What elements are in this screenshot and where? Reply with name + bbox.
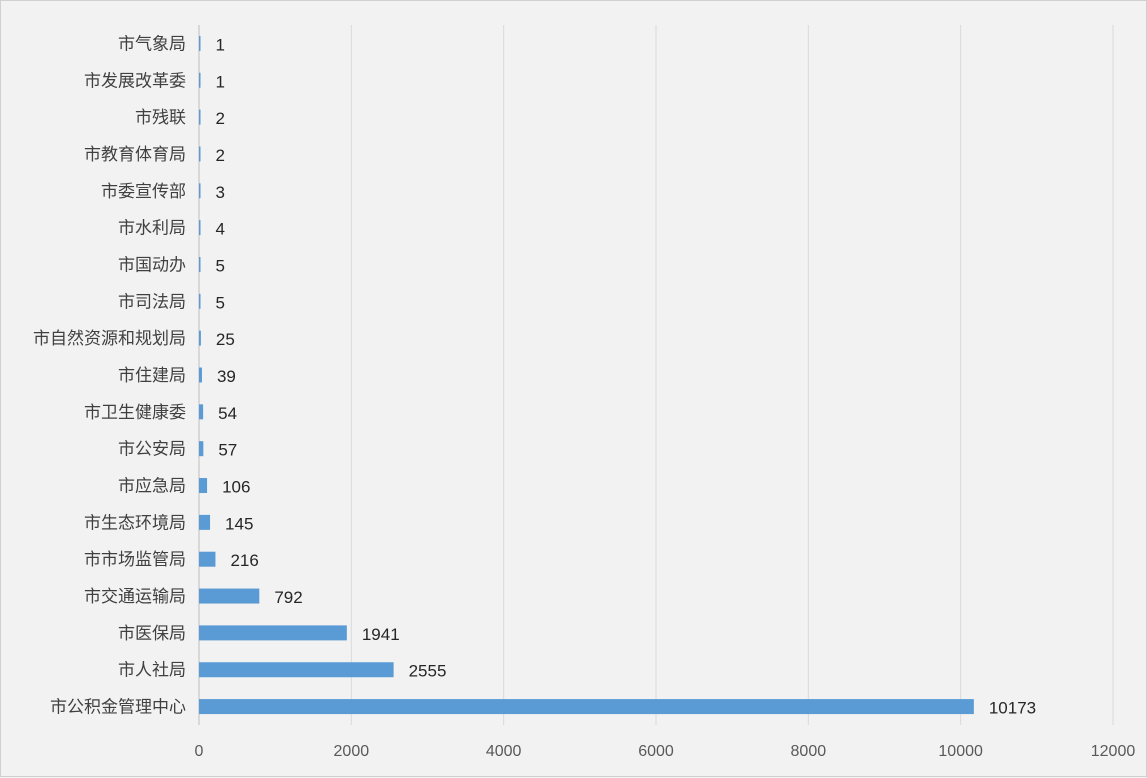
- category-label: 市水利局: [118, 219, 186, 239]
- category-label: 市国动办: [118, 255, 186, 275]
- bar: [199, 293, 201, 309]
- bar: [199, 551, 216, 567]
- x-tick-label: 8000: [791, 743, 827, 760]
- bar: [199, 662, 394, 678]
- x-tick-label: 0: [195, 743, 204, 760]
- x-tick-label: 4000: [486, 743, 522, 760]
- data-label: 2: [216, 146, 225, 165]
- bar: [199, 441, 204, 457]
- data-label: 5: [216, 256, 225, 275]
- category-label: 市生态环境局: [84, 513, 186, 533]
- category-label: 市交通运输局: [84, 587, 186, 607]
- bar: [199, 625, 347, 641]
- data-label: 1: [216, 35, 225, 54]
- data-label: 1: [216, 72, 225, 91]
- category-label: 市委宣传部: [101, 182, 186, 202]
- category-label: 市应急局: [118, 477, 186, 497]
- category-label: 市医保局: [118, 624, 186, 644]
- data-label: 39: [217, 367, 236, 386]
- bar: [199, 699, 974, 715]
- data-label: 145: [225, 514, 253, 533]
- category-label: 市气象局: [118, 34, 186, 54]
- data-label: 1941: [362, 625, 400, 644]
- data-label: 5: [216, 293, 225, 312]
- category-label: 市司法局: [118, 292, 186, 312]
- category-label: 市住建局: [118, 366, 186, 386]
- category-label: 市人社局: [118, 661, 186, 681]
- bar: [199, 35, 201, 51]
- bar: [199, 588, 260, 604]
- data-label: 216: [230, 551, 258, 570]
- bar: [199, 367, 202, 383]
- bar: [199, 109, 201, 125]
- category-label: 市公积金管理中心: [50, 698, 186, 718]
- data-label: 10173: [989, 699, 1036, 718]
- bar: [199, 72, 201, 88]
- category-label: 市残联: [135, 108, 186, 128]
- category-label: 市市场监管局: [84, 550, 186, 570]
- x-tick-label: 6000: [638, 743, 674, 760]
- data-label: 2555: [409, 662, 447, 681]
- bar: [199, 478, 208, 494]
- data-label: 54: [218, 404, 237, 423]
- data-label: 106: [222, 478, 250, 497]
- x-tick-label: 2000: [334, 743, 370, 760]
- data-label: 3: [216, 183, 225, 202]
- bar: [199, 330, 201, 346]
- bar: [199, 146, 201, 162]
- data-label: 792: [274, 588, 302, 607]
- data-label: 4: [216, 220, 225, 239]
- bar: [199, 514, 211, 530]
- data-label: 2: [216, 109, 225, 128]
- category-label: 市卫生健康委: [84, 403, 186, 423]
- category-label: 市公安局: [118, 440, 186, 460]
- data-label: 57: [218, 441, 237, 460]
- bar: [199, 256, 201, 272]
- category-label: 市发展改革委: [84, 71, 186, 91]
- bar: [199, 404, 204, 420]
- bar: [199, 183, 201, 199]
- category-label: 市自然资源和规划局: [33, 329, 186, 349]
- data-label: 25: [216, 330, 235, 349]
- bar: [199, 220, 201, 236]
- x-tick-label: 10000: [938, 743, 983, 760]
- x-tick-label: 12000: [1091, 743, 1136, 760]
- category-label: 市教育体育局: [84, 145, 186, 165]
